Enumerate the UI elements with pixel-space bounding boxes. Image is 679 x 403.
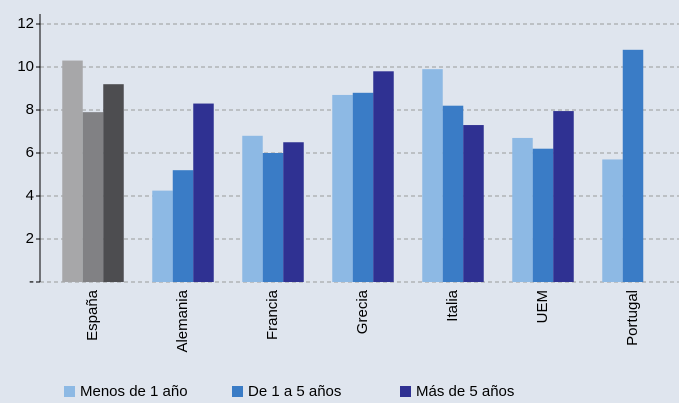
x-tick-label: Italia <box>444 289 461 321</box>
legend-swatch <box>64 386 75 397</box>
bar <box>62 60 83 282</box>
bar <box>152 190 173 282</box>
bar <box>242 135 263 282</box>
x-tick-label: UEM <box>534 290 551 323</box>
y-tick-label: 4 <box>26 187 34 204</box>
y-tick-label: 10 <box>17 58 34 75</box>
bar <box>602 159 623 282</box>
bar <box>352 92 374 282</box>
bar <box>553 111 574 282</box>
bar <box>332 94 353 282</box>
legend-label: Más de 5 años <box>416 383 514 400</box>
legend-swatch <box>400 386 411 397</box>
y-tick-label: - <box>29 273 34 290</box>
y-tick-label: 8 <box>26 101 34 118</box>
bar <box>172 170 194 282</box>
bar <box>262 153 284 282</box>
x-tick-label: España <box>84 289 101 341</box>
x-tick-label: Grecia <box>354 289 371 334</box>
x-tick-label: Portugal <box>624 290 641 346</box>
y-tick-label: 2 <box>26 230 34 247</box>
bar <box>283 142 304 282</box>
legend-label: De 1 a 5 años <box>248 383 341 400</box>
x-tick-label: Alemania <box>174 289 191 352</box>
bar <box>373 71 394 282</box>
legend-label: Menos de 1 año <box>80 383 188 400</box>
bar <box>82 112 104 283</box>
bar <box>622 49 644 282</box>
y-tick-label: 12 <box>17 15 34 32</box>
bar <box>512 137 533 282</box>
y-tick-label: 6 <box>26 144 34 161</box>
bar <box>193 103 214 282</box>
legend-swatch <box>232 386 243 397</box>
x-tick-label: Francia <box>264 289 281 340</box>
bar <box>422 69 443 283</box>
bar <box>463 125 484 282</box>
bar <box>532 148 554 282</box>
bar <box>103 84 124 282</box>
bar <box>442 105 464 282</box>
